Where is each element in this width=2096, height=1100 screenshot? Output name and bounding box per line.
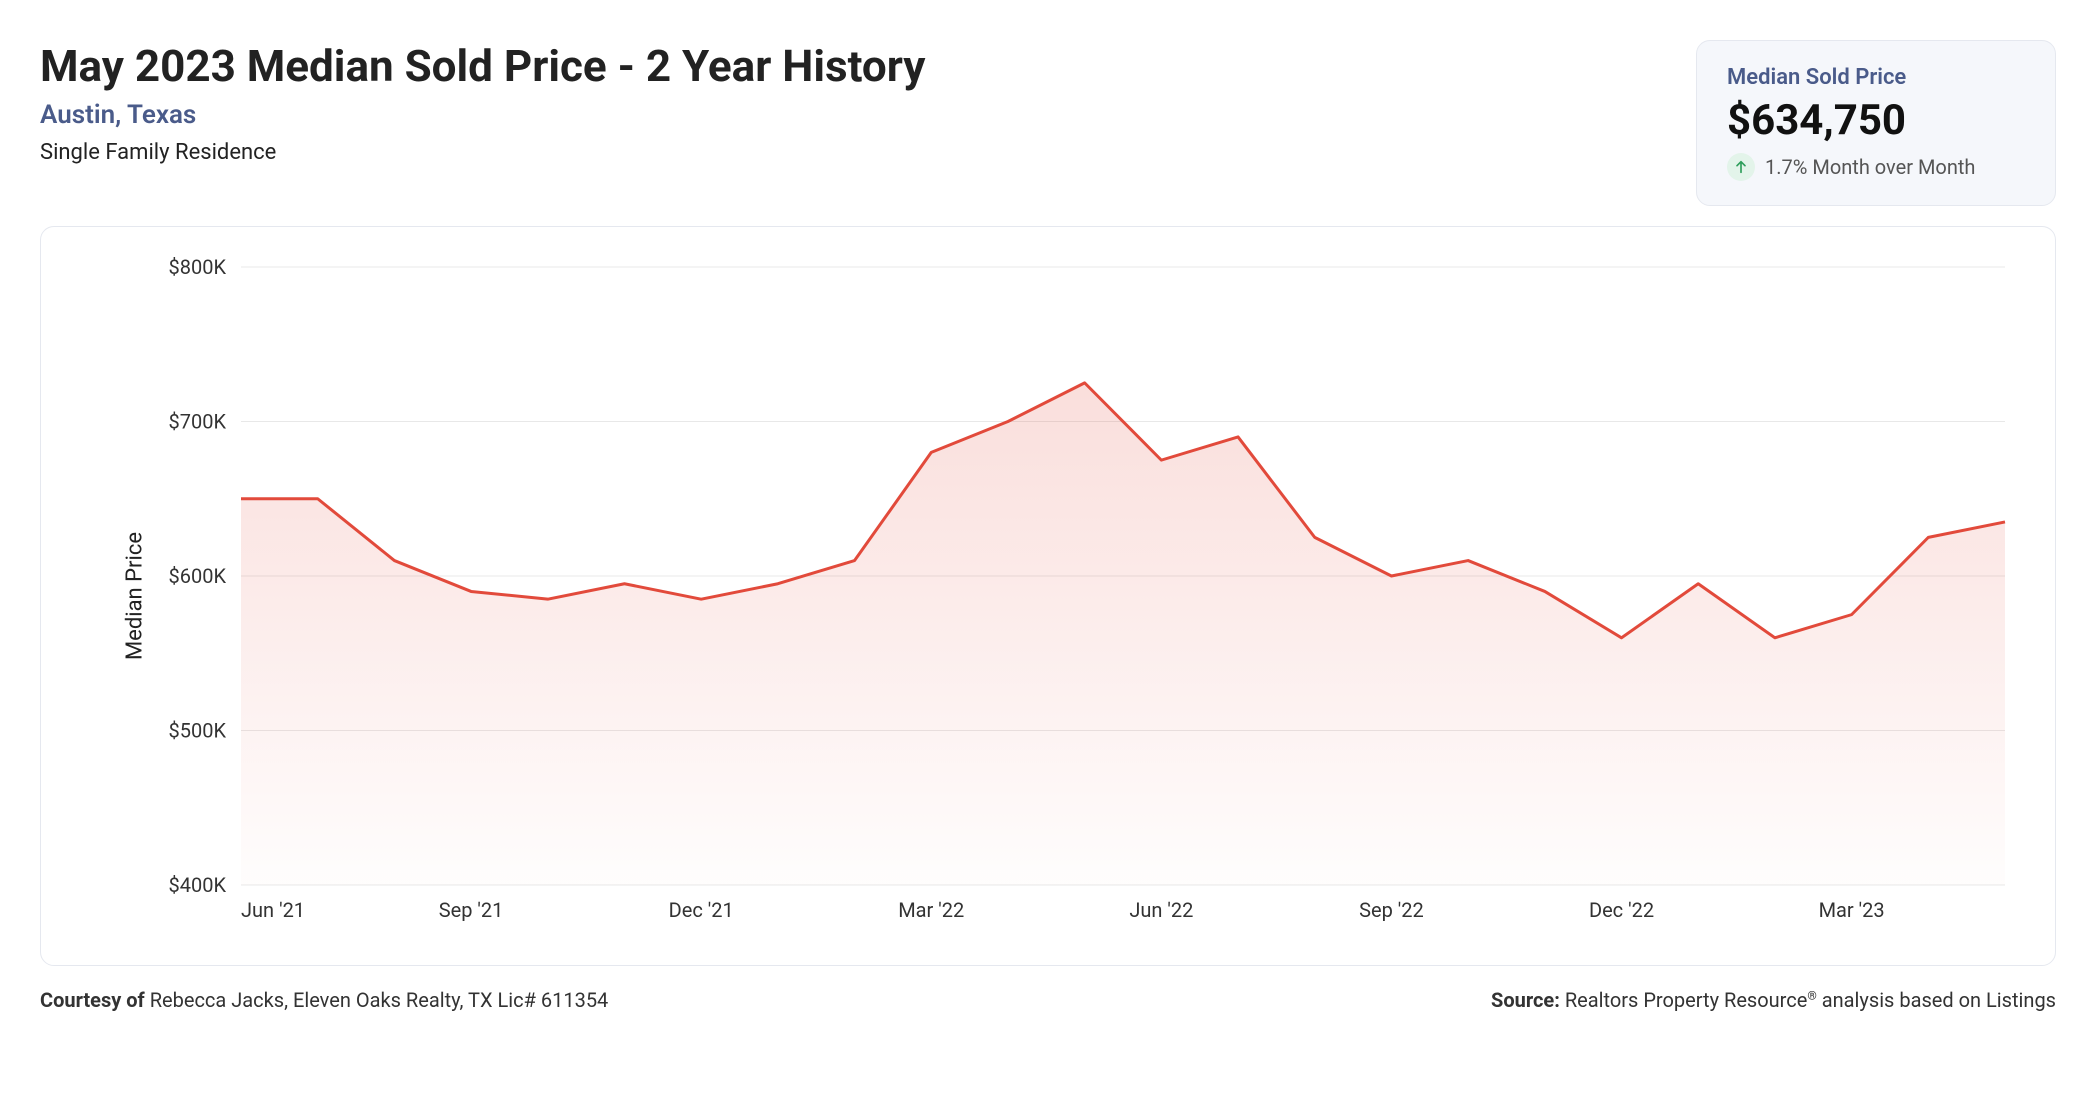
y-tick-label: $700K [168,410,226,434]
page-title: May 2023 Median Sold Price - 2 Year Hist… [40,40,1696,92]
y-axis-title: Median Price [123,532,148,660]
x-tick-label: Mar '22 [898,898,964,922]
x-tick-label: Sep '21 [439,898,504,922]
registered-mark: ® [1807,988,1816,1002]
stat-change-text: 1.7% Month over Month [1765,155,1975,179]
property-type-label: Single Family Residence [40,140,1696,165]
stat-value: $634,750 [1727,96,2025,145]
source-text: Source: Realtors Property Resource® anal… [1491,988,2056,1012]
y-tick-label: $400K [168,873,226,897]
footer-row: Courtesy of Rebecca Jacks, Eleven Oaks R… [40,988,2056,1012]
x-tick-label: Mar '23 [1819,898,1885,922]
x-tick-label: Dec '21 [669,898,734,922]
x-tick-label: Jun '22 [1129,898,1193,922]
chart-container: Median Price $400K $500K $600K $700K $800K Ju… [40,226,2056,966]
y-tick-label: $800K [168,255,226,279]
location-label: Austin, Texas [40,100,1696,130]
source-body-b: analysis based on Listings [1817,988,2056,1012]
stat-box: Median Sold Price $634,750 1.7% Month ov… [1696,40,2056,206]
courtesy-body: Rebecca Jacks, Eleven Oaks Realty, TX Li… [150,988,609,1012]
x-tick-label: Sep '22 [1359,898,1424,922]
y-tick-label: $500K [168,719,226,743]
source-body-a: Realtors Property Resource [1565,988,1808,1012]
arrow-up-icon [1727,153,1755,181]
header-row: May 2023 Median Sold Price - 2 Year Hist… [40,40,2056,206]
stat-change: 1.7% Month over Month [1727,153,2025,181]
x-tick-label: Dec '22 [1589,898,1654,922]
courtesy-prefix: Courtesy of [40,988,150,1012]
stat-label: Median Sold Price [1727,65,2025,90]
y-tick-label: $600K [168,564,226,588]
area-chart: $400K $500K $600K $700K $800K Jun '21 Sep '21 D… [71,247,2025,935]
courtesy-text: Courtesy of Rebecca Jacks, Eleven Oaks R… [40,988,608,1012]
x-tick-label: Jun '21 [241,898,305,922]
source-prefix: Source: [1491,988,1565,1012]
chart-area-fill [241,383,2005,885]
header-left: May 2023 Median Sold Price - 2 Year Hist… [40,40,1696,165]
